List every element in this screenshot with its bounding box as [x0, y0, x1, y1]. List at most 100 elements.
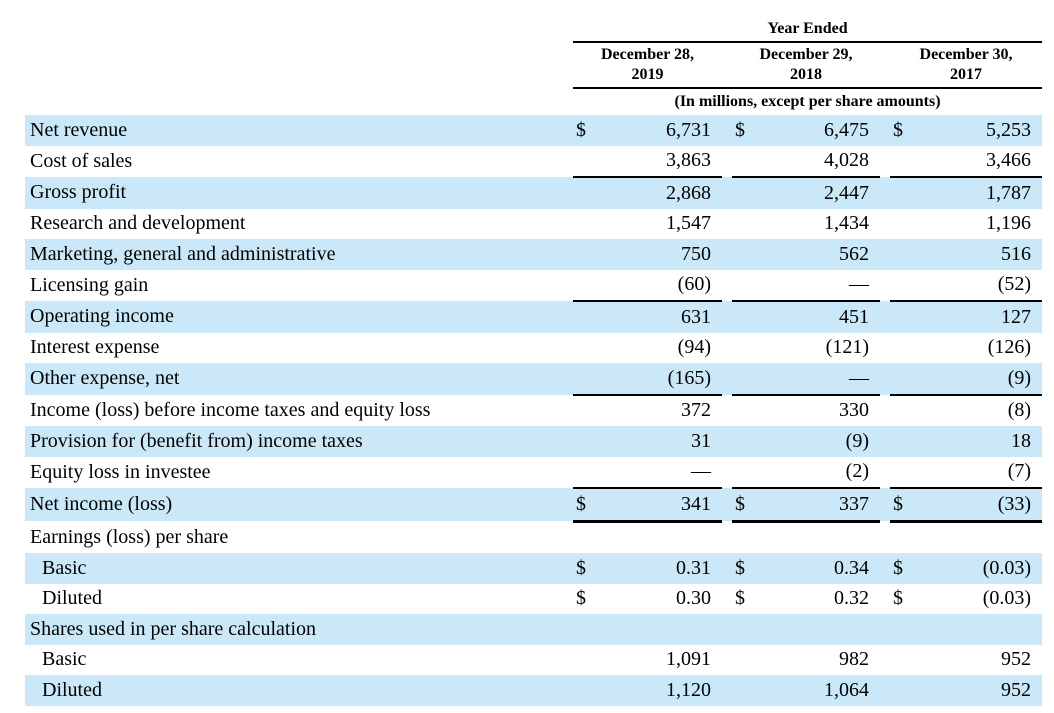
dollar-sign-cell: $ — [732, 115, 764, 146]
row-label: Licensing gain — [30, 273, 149, 296]
table-row: Diluted $0.30 $0.32 $ (0.03) — [25, 584, 1042, 615]
column-header-2017: December 30, 2017 — [890, 42, 1043, 89]
dollar-sign-cell — [890, 177, 922, 209]
dollar-sign-cell — [573, 269, 605, 302]
value-cell: (2) — [764, 456, 880, 489]
column-spacer — [722, 457, 732, 489]
column-spacer — [722, 521, 732, 553]
table-row: Other expense, net (165) — (9) — [25, 363, 1043, 396]
column-header-2019: December 28, 2019 — [573, 42, 722, 89]
row-label: Shares used in per share calculation — [25, 614, 573, 645]
row-label: Provision for (benefit from) income taxe… — [25, 426, 573, 457]
value-cell: 4,028 — [764, 145, 880, 178]
dollar-sign-cell — [890, 145, 922, 178]
value-cell: — — [764, 269, 880, 302]
dollar-sign-cell — [573, 456, 605, 489]
dollar-sign-cell — [732, 269, 764, 302]
income-statement-table: Year Ended December 28, 2019 December 29… — [25, 14, 1043, 706]
dollar-sign-cell — [890, 209, 922, 240]
dollar-sign-cell — [732, 426, 764, 457]
column-spacer — [722, 488, 732, 521]
column-spacer — [880, 177, 890, 209]
column-spacer — [880, 675, 890, 706]
dollar-sign-cell: $ — [893, 587, 903, 610]
table-body: Net revenue $6,731 $6,475 $5,253 Cost of sal… — [25, 115, 1043, 706]
header-label-spacer — [25, 42, 573, 88]
table-header: Year Ended December 28, 2019 December 29… — [25, 14, 1043, 115]
dollar-sign-cell — [573, 645, 605, 676]
dollar-sign-cell — [890, 333, 922, 364]
dollar-sign-cell — [890, 301, 922, 333]
dollar-sign-cell — [732, 456, 764, 489]
dollar-sign-cell — [732, 521, 764, 553]
column-spacer — [880, 146, 890, 178]
column-spacer — [880, 239, 890, 270]
value-cell: 1,787 — [922, 177, 1043, 209]
value-cell: 6,475 — [764, 115, 880, 146]
table-row: Basic 1,091 982 952 — [25, 645, 1042, 676]
value-cell: 2,868 — [605, 177, 722, 209]
dollar-sign-cell: $ — [573, 553, 605, 584]
row-label: Basic — [25, 553, 573, 584]
dollar-sign-cell — [890, 395, 922, 427]
value-cell: — — [605, 456, 722, 489]
table-row: Earnings (loss) per share — [25, 521, 1042, 553]
value-cell: 3,863 — [605, 145, 722, 178]
row-label: Cost of sales — [30, 149, 133, 172]
column-spacer — [880, 584, 890, 615]
value-cell: 1,064 — [764, 675, 880, 706]
header-label-spacer — [25, 14, 573, 42]
value-cell: 330 — [839, 399, 869, 422]
value-cell — [764, 614, 880, 645]
column-spacer — [722, 270, 732, 302]
value-cell: 750 — [605, 239, 722, 270]
column-spacer — [722, 177, 732, 209]
row-label: Diluted — [42, 587, 102, 610]
dollar-sign-cell — [890, 269, 922, 302]
dollar-sign-cell: $ — [732, 553, 764, 584]
dollar-sign-cell — [890, 456, 922, 489]
table-row: Cost of sales 3,863 4,028 3,466 — [25, 145, 1043, 178]
dollar-sign-cell — [890, 239, 922, 270]
value-cell: (9) — [764, 426, 880, 457]
column-header-date: December 29, — [759, 46, 853, 63]
column-spacer — [880, 333, 890, 364]
dollar-sign-cell — [573, 614, 605, 645]
column-spacer — [880, 553, 890, 584]
table-row: Operating income 631 451 127 — [25, 301, 1043, 333]
column-header-date: December 30, — [919, 46, 1013, 63]
row-label: Interest expense — [30, 336, 160, 359]
value-cell — [605, 521, 722, 553]
table-row: Shares used in per share calculation — [25, 614, 1043, 645]
column-spacer — [722, 239, 732, 270]
dollar-sign-cell — [732, 645, 764, 676]
dollar-sign-cell — [573, 426, 605, 457]
dollar-sign-cell: $ — [732, 488, 764, 523]
value-cell: (33) — [922, 488, 1043, 523]
column-spacer — [722, 301, 732, 333]
column-spacer — [722, 363, 732, 395]
value-cell: (0.03) — [922, 553, 1043, 584]
units-note: (In millions, except per share amounts) — [674, 93, 941, 110]
table-row: Gross profit 2,868 2,447 1,787 — [25, 177, 1043, 209]
dollar-sign-cell: $ — [573, 488, 605, 523]
column-spacer — [722, 426, 732, 457]
column-spacer — [880, 521, 890, 553]
value-cell: 516 — [922, 239, 1043, 270]
value-cell: 982 — [839, 648, 869, 671]
column-spacer — [880, 270, 890, 302]
dollar-sign-cell — [732, 239, 764, 270]
dollar-sign-cell — [890, 675, 922, 706]
value-cell: (52) — [922, 269, 1043, 302]
dollar-sign-cell — [573, 363, 605, 396]
dollar-sign-cell — [732, 395, 764, 427]
table-row: Equity loss in investee — (2) (7) — [25, 456, 1043, 489]
table-row: Income (loss) before income taxes and eq… — [25, 395, 1042, 427]
column-spacer — [722, 614, 732, 645]
dollar-sign-cell: $ — [735, 587, 745, 610]
table-row: Marketing, general and administrative 750… — [25, 239, 1043, 270]
column-header-year: 2019 — [631, 66, 664, 83]
value-cell: — — [764, 363, 880, 396]
column-spacer — [722, 645, 732, 676]
